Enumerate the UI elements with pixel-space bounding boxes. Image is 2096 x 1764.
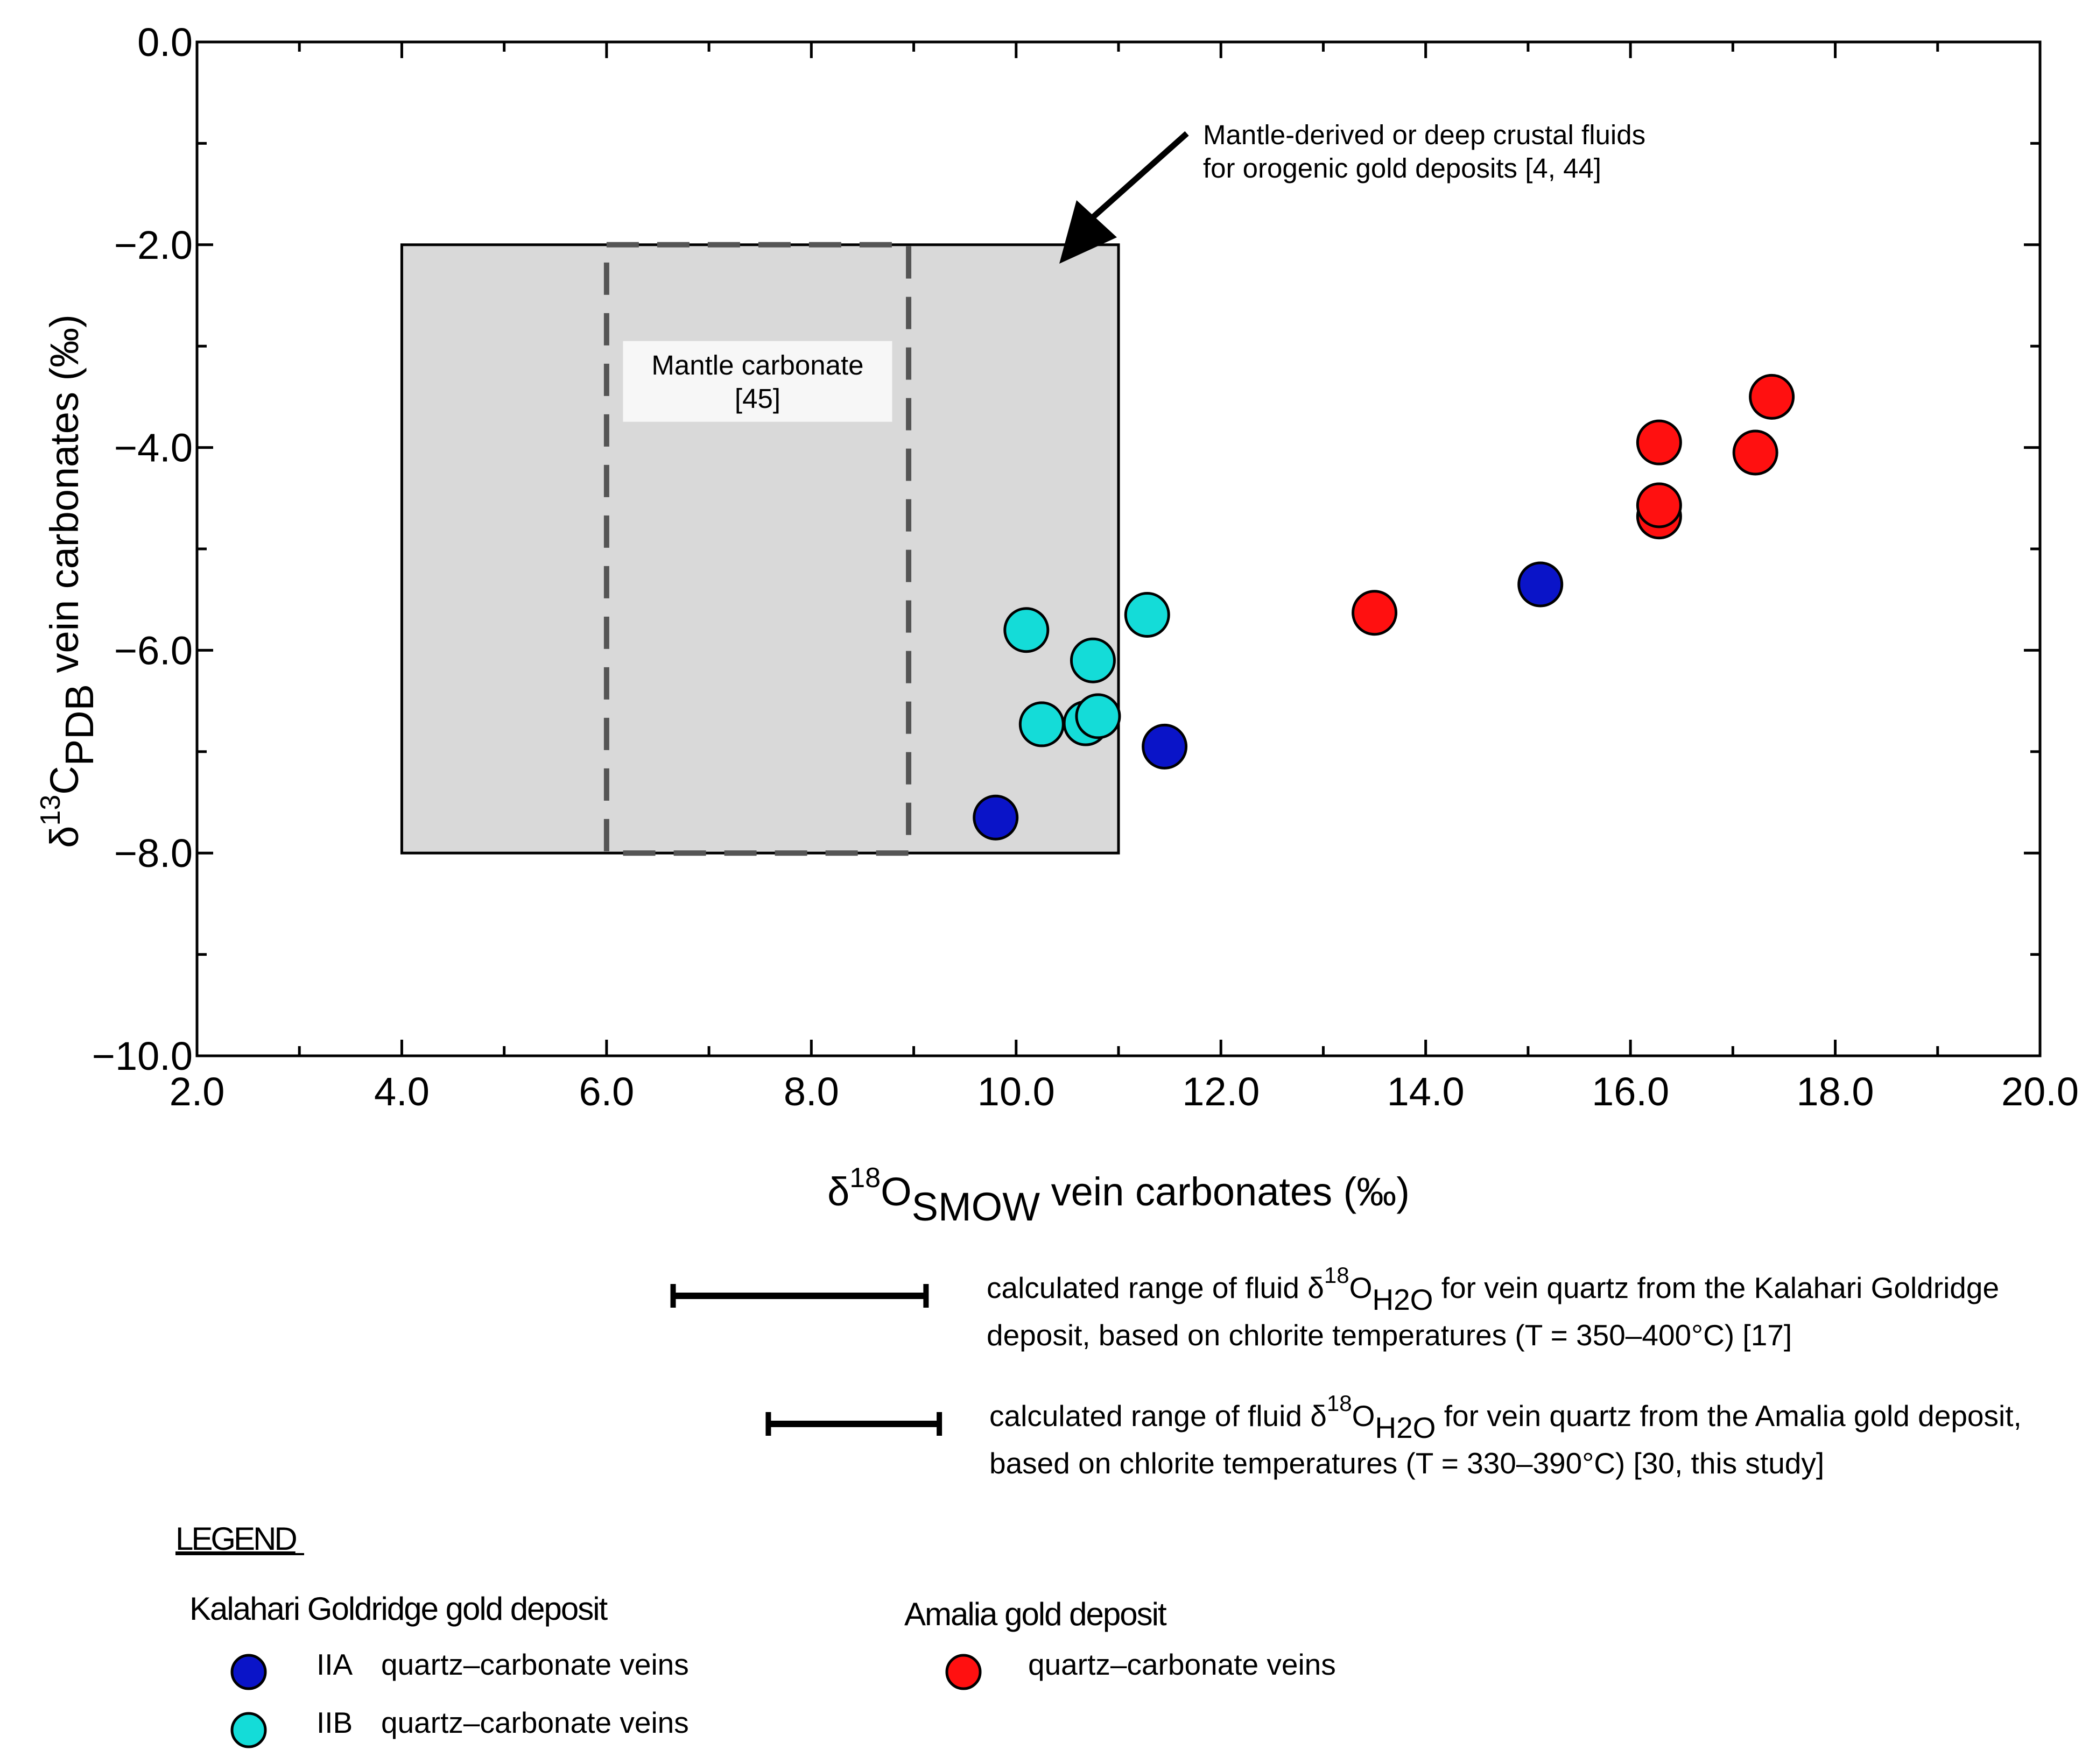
x-axis-title-sup: 18 <box>849 1162 881 1194</box>
legend-heading: LEGEND <box>175 1521 296 1557</box>
x-tick-label: 18.0 <box>1797 1069 1874 1114</box>
x-axis-tick-labels: 2.0 4.0 6.0 8.0 10.0 12.0 14.0 16.0 18.0 20.0 <box>170 1069 2079 1114</box>
annotation-arrow-head <box>1059 200 1117 264</box>
y-tick-label: −8.0 <box>114 831 193 876</box>
data-point <box>1124 591 1170 638</box>
mantle-derived-fluids-region <box>400 243 1120 855</box>
x-tick-label: 10.0 <box>977 1069 1055 1114</box>
mantle-fluids-label-line2: for orogenic gold deposits [4, 44] <box>1203 153 1601 184</box>
mantle-carbonate-label-line2: [45] <box>735 383 780 414</box>
x-tick-label: 16.0 <box>1592 1069 1669 1114</box>
axis-ticks <box>195 40 2042 1057</box>
data-point <box>1732 429 1778 476</box>
y-axis-title-main: C <box>42 766 87 794</box>
amalia-range-text-line1: calculated range of fluid δ18OH2O for ve… <box>989 1391 2022 1444</box>
y-tick-label: −2.0 <box>114 223 193 267</box>
data-point <box>1075 693 1121 739</box>
amalia-fluid-range-bar <box>765 1412 943 1436</box>
data-point <box>1636 419 1682 465</box>
x-tick-label: 20.0 <box>2001 1069 2079 1114</box>
data-point <box>1636 482 1682 528</box>
legend-marker-amalia <box>945 1654 982 1690</box>
x-tick-label: 12.0 <box>1182 1069 1260 1114</box>
x-tick-label: 4.0 <box>374 1069 430 1114</box>
x-axis-title-main: O <box>881 1169 912 1214</box>
legend-label-amalia: quartz–carbonate veins <box>1028 1648 1336 1681</box>
legend-marker-iia <box>230 1654 267 1690</box>
data-point <box>1003 607 1050 653</box>
legend-code-iia: IIA <box>316 1648 353 1681</box>
x-axis-title-sub: SMOW <box>912 1184 1040 1229</box>
x-tick-label: 8.0 <box>784 1069 839 1114</box>
amalia-range-text-line2: based on chlorite temperatures (T = 330–… <box>989 1447 1824 1480</box>
x-tick-label: 2.0 <box>170 1069 225 1114</box>
data-point <box>1142 723 1188 770</box>
legend-code-iib: IIB <box>316 1706 353 1739</box>
y-axis-title-sup: 13 <box>35 795 66 826</box>
y-axis-tick-labels: 0.0 −2.0 −4.0 −6.0 −8.0 −10.0 <box>92 20 193 1078</box>
y-axis-title-rest: vein carbonates (‰) <box>42 314 87 684</box>
x-tick-label: 6.0 <box>579 1069 634 1114</box>
x-axis-title: δ18OSMOW vein carbonates (‰) <box>827 1162 1410 1229</box>
kalahari-range-text-line1: calculated range of fluid δ18OH2O for ve… <box>987 1262 1999 1316</box>
legend-group1-title: Kalahari Goldridge gold deposit <box>189 1591 608 1627</box>
legend-label-iib: quartz–carbonate veins <box>381 1706 689 1739</box>
x-axis-title-prefix: δ <box>827 1169 849 1214</box>
y-tick-label: 0.0 <box>137 20 193 65</box>
data-point <box>1749 373 1795 420</box>
y-axis-title-sub: PDB <box>57 684 102 766</box>
data-point <box>1517 561 1564 608</box>
data-point <box>1070 637 1116 683</box>
y-tick-label: −6.0 <box>114 628 193 673</box>
mantle-carbonate-label-background <box>623 341 892 422</box>
x-axis-title-rest: vein carbonates (‰) <box>1040 1169 1410 1214</box>
y-tick-label: −10.0 <box>92 1034 193 1078</box>
kalahari-fluid-range-bar <box>670 1284 929 1308</box>
data-points <box>973 373 1795 841</box>
annotation-arrow-line <box>1091 131 1189 220</box>
y-axis-title-prefix: δ <box>42 826 87 848</box>
data-point <box>1018 701 1065 747</box>
legend-label-iia: quartz–carbonate veins <box>381 1648 689 1681</box>
data-point <box>1352 590 1398 636</box>
x-tick-label: 14.0 <box>1387 1069 1465 1114</box>
data-point <box>973 794 1019 841</box>
mantle-fluids-label-line1: Mantle-derived or deep crustal fluids <box>1203 119 1645 150</box>
legend-group2-title: Amalia gold deposit <box>904 1596 1167 1632</box>
y-tick-label: −4.0 <box>114 426 193 470</box>
y-axis-title: δ13CPDB vein carbonates (‰) <box>35 314 102 848</box>
mantle-carbonate-label-line1: Mantle carbonate <box>651 350 863 380</box>
legend-marker-iib <box>230 1712 267 1748</box>
kalahari-range-text-line2: deposit, based on chlorite temperatures … <box>987 1318 1792 1352</box>
